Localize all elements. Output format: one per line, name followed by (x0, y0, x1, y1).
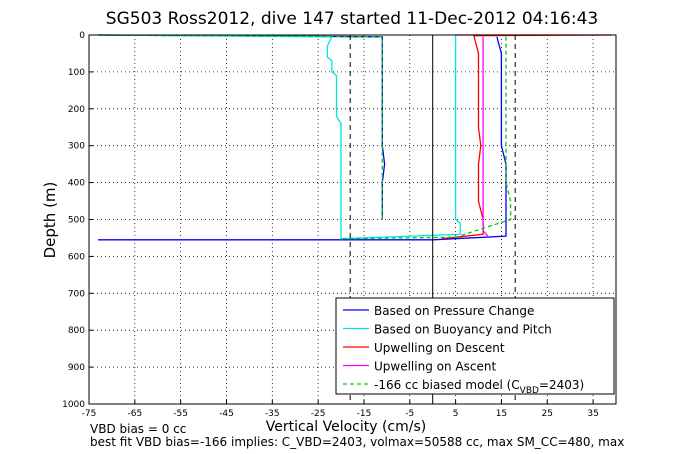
legend-label-0: Based on Pressure Change (374, 304, 534, 318)
y-tick-label: 600 (68, 252, 85, 262)
chart-title: SG503 Ross2012, dive 147 started 11-Dec-… (106, 9, 598, 29)
y-tick-label: 500 (68, 216, 85, 226)
series-line-1 (98, 34, 461, 240)
x-tick-label: -15 (357, 409, 372, 419)
series-line-3 (482, 36, 489, 237)
legend-subscript: VBD (520, 386, 539, 396)
y-tick-label: 400 (68, 179, 85, 189)
y-tick-label: 700 (68, 289, 85, 299)
y-tick-label: 900 (68, 363, 85, 373)
x-tick-label: -55 (173, 409, 188, 419)
x-tick-label: 35 (587, 409, 598, 419)
x-tick-label: -5 (405, 409, 414, 419)
legend-text: Upwelling on Descent (374, 341, 505, 355)
legend-label-3: Upwelling on Ascent (374, 360, 496, 374)
y-tick-label: 0 (79, 31, 85, 41)
y-tick-label: 300 (68, 142, 85, 152)
x-tick-label: -65 (127, 409, 142, 419)
legend: Based on Pressure Change Based on Buoyanc… (335, 297, 615, 396)
series-line-0 (98, 34, 507, 241)
y-axis-ticks: 0 100 200 300 400 500 600 700 800 900 1000 (62, 31, 93, 410)
x-tick-label: 25 (542, 409, 553, 419)
x-axis-ticks: -75 -65 -55 -45 -35 -25 -15 -5 5 15 25 35 (82, 400, 599, 419)
y-tick-label: 100 (68, 68, 85, 78)
y-tick-label: 1000 (62, 400, 85, 410)
y-tick-label: 200 (68, 105, 85, 115)
legend-text: Based on Pressure Change (374, 304, 534, 318)
x-tick-label: -35 (265, 409, 280, 419)
legend-box (335, 297, 615, 395)
x-tick-label: 15 (496, 409, 507, 419)
y-axis-label: Depth (m) (41, 182, 59, 259)
grid (88, 34, 616, 405)
legend-label-4: -166 cc biased model (CVBD=2403) (374, 378, 584, 396)
x-axis-label: Vertical Velocity (cm/s) (266, 419, 427, 435)
legend-text: -166 cc biased model (C (374, 378, 520, 392)
legend-text: Based on Buoyancy and Pitch (374, 323, 552, 337)
x-tick-label: -45 (219, 409, 234, 419)
x-tick-label: 5 (453, 409, 459, 419)
plot-series (98, 34, 612, 241)
legend-label-2: Upwelling on Descent (374, 341, 505, 355)
legend-label-1: Based on Buoyancy and Pitch (374, 323, 552, 337)
series-line-4 (98, 34, 512, 240)
x-tick-label: -25 (311, 409, 326, 419)
series-line-2 (441, 34, 612, 240)
legend-text: Upwelling on Ascent (374, 360, 496, 374)
legend-suffix: =2403) (539, 378, 584, 392)
vbd-bias-text: VBD bias = 0 cc (90, 422, 187, 436)
x-tick-label: -75 (82, 409, 97, 419)
best-fit-text: best fit VBD bias=-166 implies: C_VBD=24… (90, 435, 625, 449)
y-tick-label: 800 (68, 326, 85, 336)
